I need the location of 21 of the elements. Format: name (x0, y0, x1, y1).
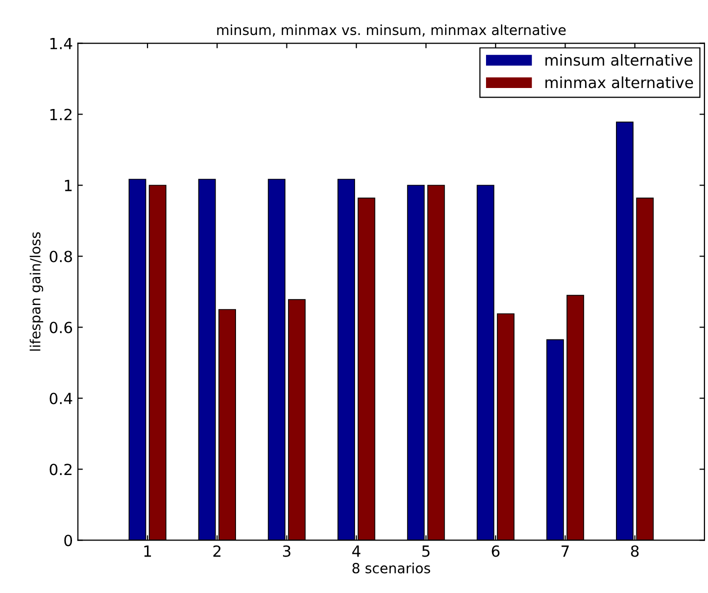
chart-title: minsum, minmax vs. minsum, minmax alternative (217, 24, 566, 37)
x-tick-label: 4 (352, 546, 360, 557)
x-tick-label: 6 (492, 545, 500, 557)
y-tick-label: 1.4 (50, 38, 72, 50)
y-tick-label: 0.4 (50, 392, 72, 404)
x-tick-label: 7 (562, 546, 569, 557)
x-axis-title: 8 scenarios (352, 562, 430, 574)
legend-label: minsum alternative (545, 54, 692, 66)
y-tick-label: 1 (64, 180, 72, 192)
x-tick-label: 2 (213, 545, 220, 557)
x-tick-label: 3 (283, 545, 290, 557)
y-tick-label: 1.2 (50, 108, 72, 120)
legend-label: minmax alternative (545, 76, 693, 88)
x-tick-label: 1 (144, 546, 151, 557)
y-tick-label: 0 (64, 534, 72, 546)
y-axis-title: lifespan gain/loss (30, 232, 44, 351)
y-tick-label: 0.6 (50, 322, 72, 334)
x-tick-label: 5 (422, 546, 430, 557)
y-tick-label: 0.8 (50, 250, 72, 262)
y-tick-label: 0.2 (50, 464, 72, 476)
x-tick-label: 8 (631, 545, 639, 557)
